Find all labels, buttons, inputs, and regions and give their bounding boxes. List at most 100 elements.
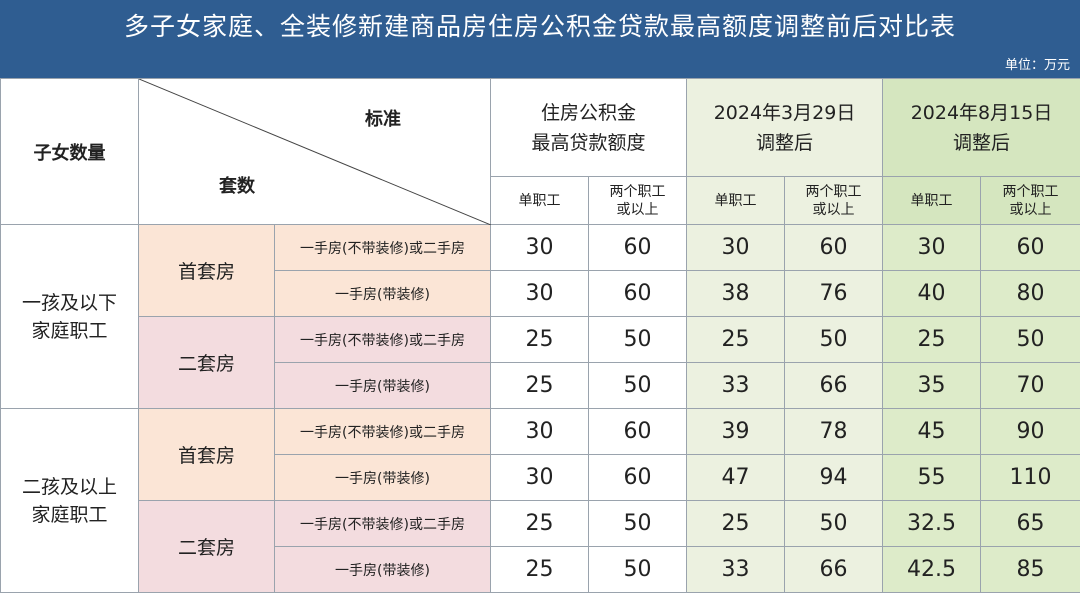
- diagonal-header-cell: 标准 套数: [138, 78, 491, 225]
- sub-two-line1: 两个职工: [1002, 183, 1059, 200]
- table-row: 一手房(带装修) 25 50 33 66 35 70: [1, 362, 1080, 409]
- col-group-base-line1: 住房公积金: [541, 101, 637, 124]
- table-row: 二套房 一手房(不带装修)或二手房 25 50 25 50 32.5 65: [1, 500, 1080, 593]
- loan-limit-value: 65: [980, 500, 1080, 547]
- col-group-august-line1: 2024年8月15日: [910, 101, 1053, 124]
- loan-limit-value: 32.5: [882, 500, 982, 547]
- header-row-sub: 单职工 两个职工 或以上 单职工 两个职工 或以上 单职工 两个职工 或以上: [1, 176, 1080, 225]
- household-group-line1: 二孩及以上: [21, 475, 117, 498]
- loan-limit-value: 50: [784, 500, 884, 547]
- loan-limit-value: 25: [882, 316, 982, 363]
- housing-type-label: 一手房(带装修): [274, 546, 491, 593]
- col-group-march-line1: 2024年3月29日: [713, 101, 856, 124]
- loan-limit-value: 70: [980, 362, 1080, 409]
- col-group-august-line2: 调整后: [953, 131, 1011, 154]
- housing-set-label: 首套房: [138, 224, 275, 317]
- table-row: 二套房 一手房(不带装修)或二手房 25 50 25 50 25 50: [1, 316, 1080, 409]
- loan-limit-value: 50: [587, 362, 688, 409]
- loan-limit-value: 25: [686, 316, 786, 363]
- loan-limit-value: 90: [980, 408, 1080, 455]
- loan-limit-value: 30: [686, 224, 786, 271]
- sub-two-line1: 两个职工: [609, 183, 666, 200]
- table-row: 一手房(带装修) 30 60 47 94 55 110: [1, 454, 1080, 501]
- loan-limit-value: 50: [587, 316, 688, 363]
- table-row: 一孩及以下 家庭职工 首套房 一手房(不带装修)或二手房 30 60 30 60 30 60: [0, 224, 1080, 409]
- sub-two-line1: 两个职工: [805, 183, 862, 200]
- loan-limit-value: 85: [980, 546, 1080, 593]
- sub-two-base: 两个职工 或以上: [587, 176, 688, 225]
- loan-limit-value: 30: [490, 270, 589, 317]
- loan-limit-value: 33: [686, 362, 786, 409]
- loan-limit-value: 66: [784, 362, 884, 409]
- loan-limit-value: 40: [882, 270, 982, 317]
- unit-bar: 单位：万元: [0, 50, 1080, 78]
- loan-limit-value: 25: [490, 316, 589, 363]
- loan-limit-value: 30: [882, 224, 982, 271]
- housing-set-label: 二套房: [138, 500, 275, 593]
- sub-single-march: 单职工: [686, 176, 786, 225]
- col-group-march: 2024年3月29日 调整后: [686, 78, 884, 177]
- children-count-header: 子女数量: [0, 78, 139, 225]
- loan-limit-value: 47: [686, 454, 786, 501]
- housing-type-label: 一手房(不带装修)或二手房: [274, 500, 491, 547]
- loan-limit-value: 30: [490, 454, 589, 501]
- loan-limit-value: 76: [784, 270, 884, 317]
- loan-limit-value: 50: [980, 316, 1080, 363]
- loan-limit-value: 50: [784, 316, 884, 363]
- loan-limit-value: 45: [882, 408, 982, 455]
- sub-two-line2: 或以上: [1009, 201, 1052, 218]
- housing-set-label: 首套房: [138, 408, 275, 501]
- household-group-line1: 一孩及以下: [21, 291, 117, 314]
- loan-limit-value: 60: [587, 224, 688, 271]
- housing-type-label: 一手房(不带装修)或二手房: [274, 224, 491, 271]
- loan-limit-value: 94: [784, 454, 884, 501]
- loan-limit-value: 38: [686, 270, 786, 317]
- loan-limit-value: 42.5: [882, 546, 982, 593]
- loan-limit-value: 60: [587, 454, 688, 501]
- loan-limit-value: 60: [784, 224, 884, 271]
- table-row: 一手房(带装修) 30 60 38 76 40 80: [1, 270, 1080, 317]
- loan-limit-value: 33: [686, 546, 786, 593]
- col-group-august: 2024年8月15日 调整后: [882, 78, 1080, 177]
- loan-limit-value: 110: [980, 454, 1080, 501]
- housing-type-label: 一手房(不带装修)或二手房: [274, 316, 491, 363]
- loan-limit-value: 35: [882, 362, 982, 409]
- table-title: 多子女家庭、全装修新建商品房住房公积金贷款最高额度调整前后对比表: [0, 0, 1080, 50]
- loan-limit-value: 25: [490, 500, 589, 547]
- col-group-march-line2: 调整后: [756, 131, 814, 154]
- loan-limit-value: 60: [980, 224, 1080, 271]
- loan-limit-value: 25: [686, 500, 786, 547]
- sets-label: 套数: [219, 176, 255, 197]
- table-row: 二孩及以上 家庭职工 首套房 一手房(不带装修)或二手房 30 60 39 78 45 90: [0, 408, 1080, 593]
- loan-limit-value: 80: [980, 270, 1080, 317]
- housing-type-label: 一手房(带装修): [274, 454, 491, 501]
- header-row-top: 子女数量 标准 套数 住房公积金 最高贷款额度 2024年3月29日 调整后 2…: [0, 78, 1080, 225]
- household-group-line2: 家庭职工: [31, 319, 108, 342]
- loan-limit-value: 30: [490, 224, 589, 271]
- loan-limit-value: 60: [587, 408, 688, 455]
- loan-limit-value: 78: [784, 408, 884, 455]
- loan-limit-value: 25: [490, 546, 589, 593]
- table-row: 一手房(带装修) 25 50 33 66 42.5 85: [1, 546, 1080, 593]
- loan-limit-value: 30: [490, 408, 589, 455]
- diagonal-line: [139, 79, 491, 225]
- housing-type-label: 一手房(不带装修)或二手房: [274, 408, 491, 455]
- sub-two-march: 两个职工 或以上: [784, 176, 884, 225]
- loan-limit-value: 60: [587, 270, 688, 317]
- loan-limit-value: 55: [882, 454, 982, 501]
- col-group-base: 住房公积金 最高贷款额度: [489, 78, 688, 177]
- loan-limit-value: 50: [587, 500, 688, 547]
- col-group-base-line2: 最高贷款额度: [531, 131, 646, 154]
- loan-limit-value: 25: [490, 362, 589, 409]
- comparison-table: 子女数量 标准 套数 住房公积金 最高贷款额度 2024年3月29日 调整后 2…: [0, 78, 1080, 593]
- sub-single-base: 单职工: [490, 176, 589, 225]
- loan-limit-value: 39: [686, 408, 786, 455]
- sub-two-line2: 或以上: [616, 201, 659, 218]
- housing-set-label: 二套房: [138, 316, 275, 409]
- household-group-line2: 家庭职工: [31, 503, 108, 526]
- household-group-label: 一孩及以下 家庭职工: [0, 224, 139, 409]
- housing-type-label: 一手房(带装修): [274, 270, 491, 317]
- household-group-label: 二孩及以上 家庭职工: [0, 408, 139, 593]
- sub-single-august: 单职工: [882, 176, 982, 225]
